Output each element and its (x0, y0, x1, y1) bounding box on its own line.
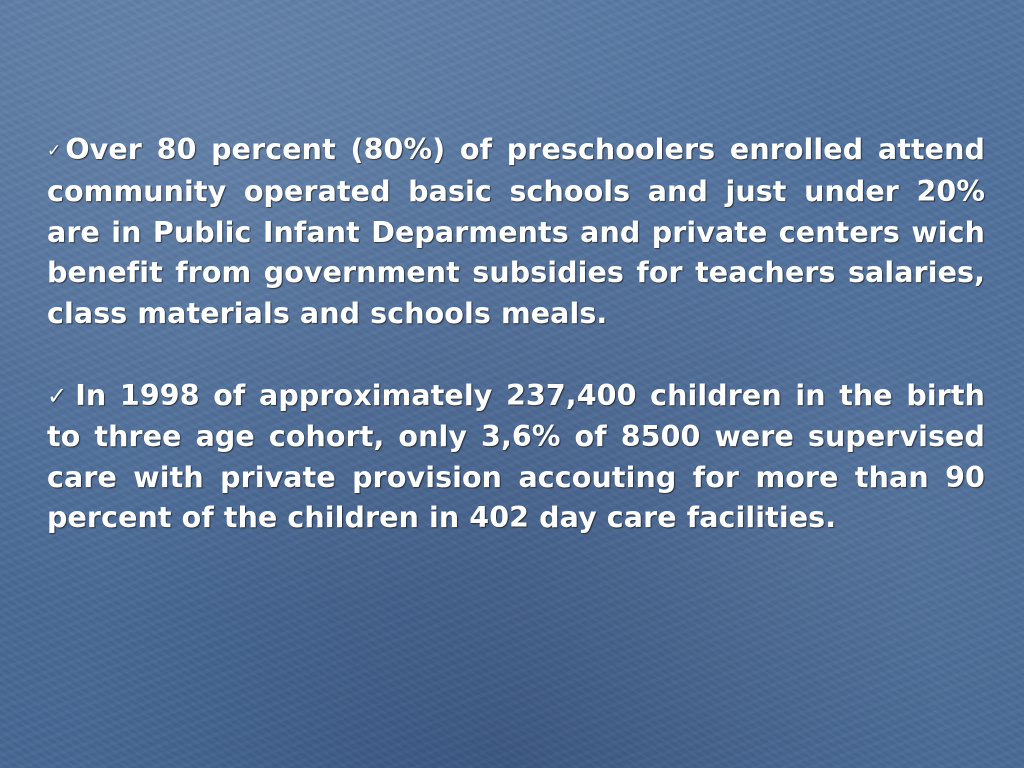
checkmark-icon: ✓ (47, 381, 68, 410)
bullet-text-children-1998: In 1998 of approximately 237,400 childre… (47, 378, 985, 535)
bullet-item-preschoolers: ✓ Over 80 percent (80%) of preschoolers e… (47, 130, 985, 335)
bullet-list: ✓ Over 80 percent (80%) of preschoolers e… (47, 130, 985, 580)
bullet-item-children-1998: ✓ In 1998 of approximately 237,400 childr… (47, 376, 985, 539)
checkmark-icon: ✓ (47, 141, 62, 161)
bullet-text-preschoolers: Over 80 percent (80%) of preschoolers en… (47, 133, 985, 331)
